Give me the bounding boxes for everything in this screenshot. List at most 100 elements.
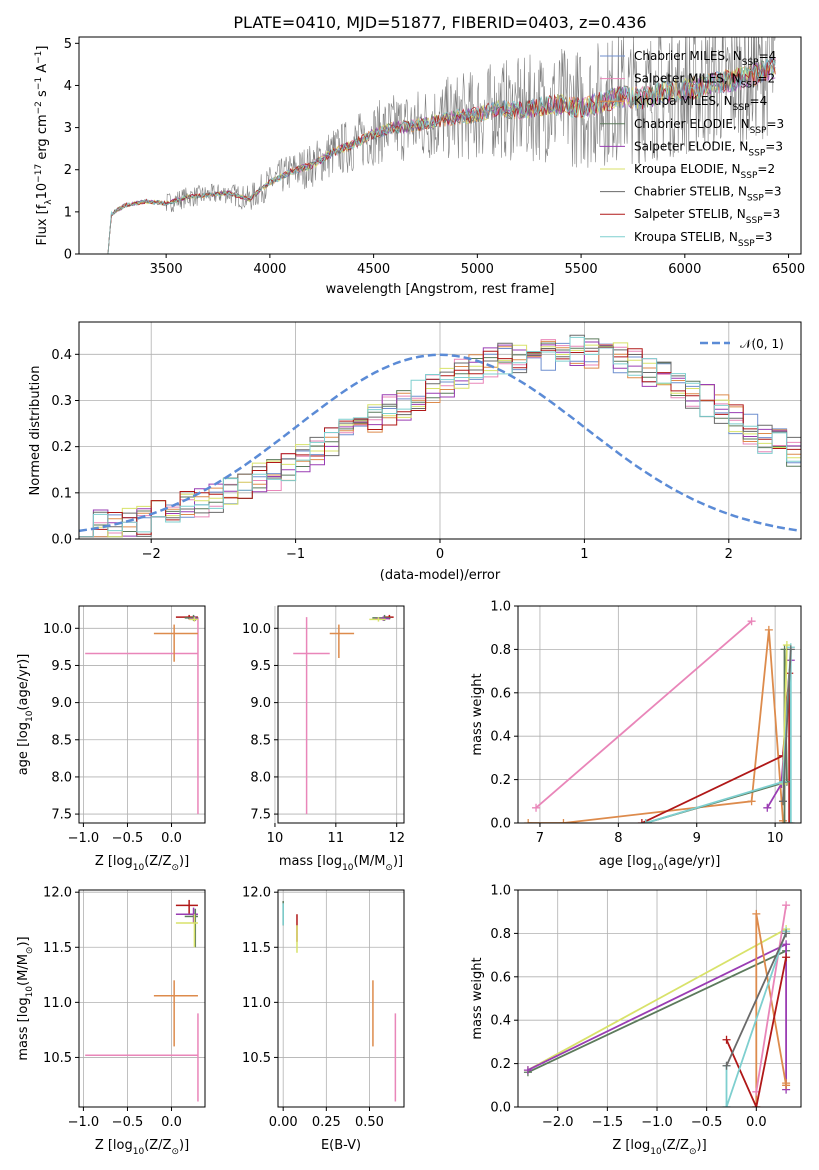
y-tick-label: 0 [64,248,72,263]
label-part: 10 [650,1147,662,1157]
plot-area [523,901,791,1107]
label-part: ⊙ [171,863,179,873]
label-part: Salpeter ELODIE, N [634,139,748,153]
weight-line [535,620,753,809]
weight-marker [752,1103,761,1107]
label-part: )] [179,1138,189,1153]
y-tick-label: 12.0 [242,886,271,901]
label-part: −2 [34,101,44,114]
label-part: ⊙ [25,947,35,955]
y-axis-label: Normed distribution [28,366,43,496]
label-part: =2 [757,162,775,176]
y-axis-label: age [log10(age/yr)] [16,654,35,776]
panel-spectrum: 3500 4000 4500 5000 5500 6000 6500 0 1 2 3 4 5 PLATE=… [34,13,805,297]
label-part: (age/yr)] [16,654,31,711]
label-part: )] [16,936,31,946]
y-tick-label: 0.0 [490,817,511,832]
x-tick-label: 1 [580,547,588,562]
label-part: ⊙ [171,1147,179,1157]
y-tick-label: 1.0 [490,884,511,899]
plot-area [85,614,199,815]
panel-mass_vs_ebv: 0.00 0.25 0.50 10.5 11.0 11.5 12.0 E(B-V) [242,886,405,1153]
legend-entry: Salpeter MILES, NSSP=2 [634,72,775,91]
label-part: ⊙ [385,863,393,873]
axes-frame [517,889,802,1108]
label-part: age [log [599,854,652,869]
axes-frame [78,36,802,255]
x-tick-label: −1.5 [592,1115,624,1130]
weight-marker [782,929,791,938]
label-part: (M/M [354,854,386,869]
label-part: SSP [741,171,758,181]
y-tick-label: 0.0 [51,533,72,548]
label-part: (Z/Z [144,1138,171,1153]
y-tick-label: 8.0 [51,770,72,785]
x-tick-label: 0.0 [161,831,182,846]
weight-line [725,933,787,1067]
x-axis-label: mass [log10(M/M⊙)] [279,854,403,873]
y-tick-label: 10.5 [242,1051,271,1066]
label-part: =4 [759,49,777,63]
legend-entry: Kroupa ELODIE, NSSP=2 [634,162,775,181]
x-tick-label: −0.5 [112,1115,144,1130]
y-tick-label: 9.5 [250,659,271,674]
label-part: SSP [733,103,750,113]
label-part: Salpeter MILES, N [634,72,741,86]
x-tick-label: 0.50 [355,1115,384,1130]
panel-weight_vs_Z: −2.0 −1.5 −1.0 −0.5 0.0 0.0 0.2 0.4 0.6 0.8 1.0 Z [… [470,884,802,1157]
y-tick-label: 10.5 [43,1051,72,1066]
weight-marker [752,909,761,918]
label-part: =3 [765,139,783,153]
label-part: λ [44,199,54,205]
legend-entry: Salpeter ELODIE, NSSP=3 [634,139,783,158]
data-point [153,624,198,662]
label-part: SSP [746,216,763,226]
y-tick-label: 0.8 [490,927,511,942]
label-part: )] [393,854,403,869]
weight-marker [782,1079,791,1088]
y-tick-label: 11.0 [43,996,72,1011]
label-part: 10 [652,863,664,873]
x-tick-label: 0.25 [312,1115,341,1130]
spectrum-model-line [107,58,776,254]
weight-marker [764,625,773,634]
x-tick-label: 0 [436,547,444,562]
weight-marker [763,803,772,812]
label-part: ] [35,46,50,51]
spectrum-observed-line [107,37,776,254]
y-tick-label: 11.0 [242,996,271,1011]
x-tick-label: 12 [388,831,405,846]
y-tick-label: 7.5 [51,808,72,823]
weight-marker [786,819,795,823]
x-tick-label: −0.5 [112,831,144,846]
weight-line [641,673,791,823]
y-tick-label: 0.6 [490,970,511,985]
x-tick-label: 4500 [357,262,390,277]
legend-entry: Salpeter STELIB, NSSP=3 [634,207,780,226]
weight-marker [786,645,795,654]
data-point [175,899,198,915]
x-tick-label: −2 [142,547,161,562]
weight-marker [778,816,787,823]
x-tick-label: 0.0 [746,1115,767,1130]
label-part: Kroupa ELODIE, N [634,162,741,176]
x-tick-label: 11 [328,831,345,846]
y-tick-label: 7.5 [250,808,271,823]
label-part: SSP [738,239,755,249]
legend-entry: Chabrier ELODIE, NSSP=3 [634,117,784,136]
data-point [85,1013,199,1102]
y-tick-label: 12.0 [43,886,72,901]
x-tick-label: 2 [725,547,733,562]
weight-marker [559,819,568,823]
label-part: (Z/Z [662,1138,689,1153]
data-point [175,914,198,948]
panel-mass_vs_Z: −1.0 −0.5 0.010.511.011.512.0Z [log10(Z/Z⊙… [16,886,206,1157]
x-axis-label: Z [log10(Z/Z⊙)] [612,1138,706,1157]
legend-entry: 𝒩(0, 1) [740,337,784,351]
y-tick-label: 0.3 [51,394,72,409]
y-tick-label: 0.0 [490,1101,511,1116]
y-tick-label: 0.2 [490,1057,511,1072]
weight-marker [722,1035,731,1044]
